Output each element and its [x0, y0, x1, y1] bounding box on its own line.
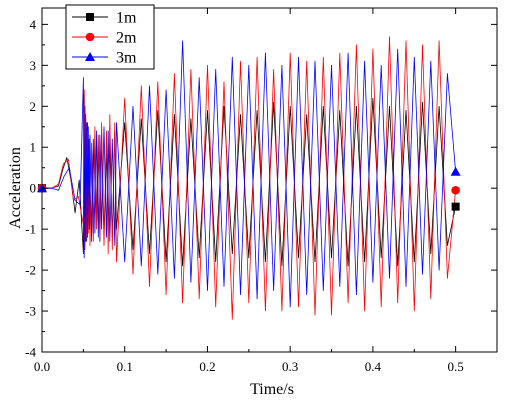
end-marker-3m [450, 166, 461, 176]
x-tick-label: 0.2 [199, 359, 215, 374]
plot-frame [41, 7, 498, 353]
end-marker-2m [451, 185, 460, 195]
y-tick-label: 4 [30, 17, 37, 32]
legend-marker-3m [85, 52, 95, 61]
y-tick-label: 3 [30, 58, 37, 73]
legend-marker-1m [86, 13, 94, 21]
x-tick-label: 0.3 [282, 359, 298, 374]
x-tick-label: 0.5 [448, 359, 464, 374]
plot-border [41, 7, 498, 353]
y-tick-label: -1 [25, 222, 36, 237]
legend-label-1m: 1m [116, 10, 137, 27]
y-tick-label: -4 [25, 345, 36, 360]
y-tick-label: 0 [30, 181, 37, 196]
legend: 1m 2m 3m [65, 4, 155, 70]
x-tick-label: 0.1 [117, 359, 133, 374]
series-layer [37, 36, 461, 320]
series-line-2m [42, 36, 456, 320]
end-marker-1m [451, 202, 460, 211]
y-tick-label: 2 [30, 99, 37, 114]
legend-marker-2m [85, 32, 95, 42]
y-tick-label: 1 [30, 140, 37, 155]
x-tick-label: 0.4 [365, 359, 382, 374]
x-axis-title: Time/s [250, 381, 294, 398]
legend-label-3m: 3m [116, 50, 137, 67]
x-tick-label: 0.0 [34, 359, 50, 374]
series-line-3m [42, 40, 456, 308]
legend-label-2m: 2m [116, 30, 137, 47]
y-tick-label: -2 [25, 263, 36, 278]
axis-ticks: 0.0 0.1 0.2 0.3 0.4 0.5 -4 -3 -2 -1 0 1 2 3 4 [25, 8, 498, 374]
y-tick-label: -3 [25, 304, 36, 319]
y-axis-title: Acceleration [7, 147, 24, 229]
